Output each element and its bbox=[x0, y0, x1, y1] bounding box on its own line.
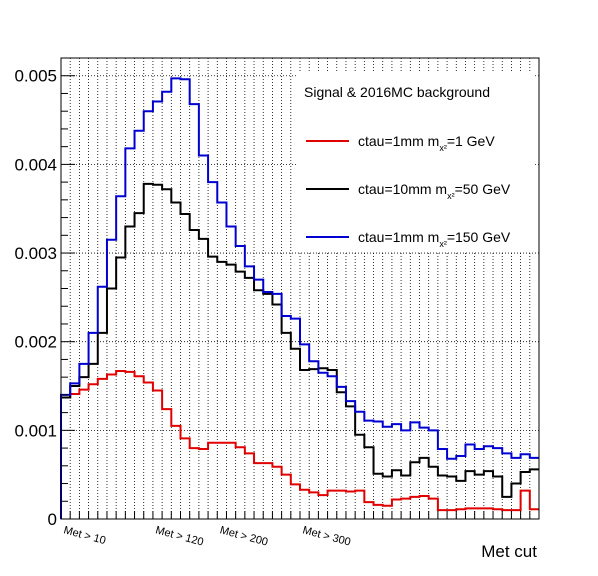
x-tick-label: Met > 200 bbox=[218, 524, 269, 548]
series-line-1 bbox=[60, 182, 539, 519]
legend-label-main: ctau=1mm m bbox=[358, 229, 439, 245]
y-tick-label: 0.002 bbox=[14, 333, 57, 352]
legend-label-main: ctau=1mm m bbox=[358, 133, 439, 149]
x-tick-label: Met > 120 bbox=[154, 524, 205, 548]
legend-label-main: ctau=10mm m bbox=[358, 181, 447, 197]
series-line-2 bbox=[60, 77, 539, 519]
legend-header: Signal & 2016MC background bbox=[304, 84, 490, 100]
legend-label-tail: =1 GeV bbox=[447, 133, 496, 149]
legend-label-1: ctau=10mm mx²=50 GeV bbox=[358, 181, 511, 201]
x-tick-label: Met > 10 bbox=[62, 524, 107, 547]
legend: Signal & 2016MC background ctau=1mm mx²=… bbox=[297, 72, 535, 252]
legend-label-subscript: x² bbox=[447, 191, 455, 201]
legend-label-0: ctau=1mm mx²=1 GeV bbox=[358, 133, 495, 153]
legend-box bbox=[297, 72, 535, 252]
x-axis-label: Met cut bbox=[481, 542, 537, 561]
x-tick-label: Met > 300 bbox=[301, 524, 352, 548]
series-group bbox=[60, 77, 539, 519]
y-tick-label: 0.004 bbox=[14, 155, 57, 174]
series-line-0 bbox=[60, 369, 539, 519]
y-tick-label: 0.005 bbox=[14, 67, 57, 86]
legend-label-subscript: x² bbox=[439, 143, 447, 153]
legend-label-tail: =150 GeV bbox=[447, 229, 511, 245]
y-tick-label: 0.001 bbox=[14, 421, 57, 440]
y-tick-label: 0.003 bbox=[14, 244, 57, 263]
legend-label-2: ctau=1mm mx²=150 GeV bbox=[358, 229, 511, 249]
y-tick-label: 0 bbox=[48, 510, 57, 529]
legend-label-subscript: x² bbox=[439, 239, 447, 249]
legend-label-tail: =50 GeV bbox=[455, 181, 511, 197]
